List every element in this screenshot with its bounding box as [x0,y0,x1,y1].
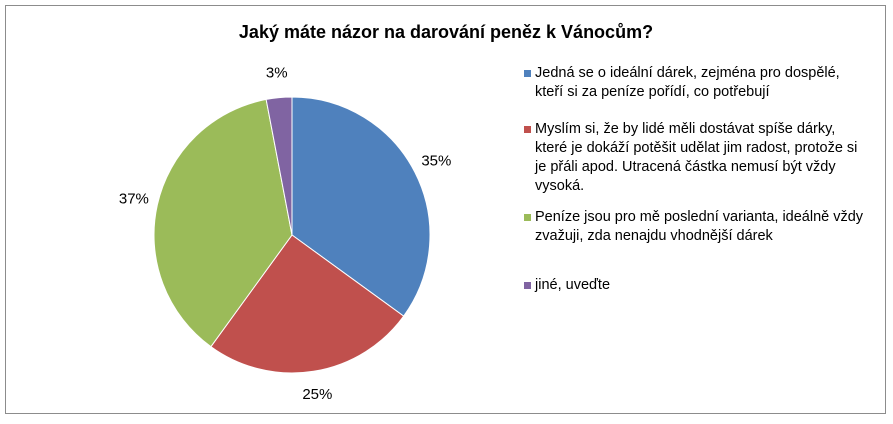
legend-entry: Jedná se o ideální dárek, zejména pro do… [524,64,869,102]
legend-entry: Myslím si, že by lidé měli dostávat spíš… [524,120,869,196]
data-label: 37% [119,191,149,208]
data-label: 35% [421,152,451,169]
legend-label: Jedná se o ideální dárek, zejména pro do… [535,65,840,100]
legend-label: Myslím si, že by lidé měli dostávat spíš… [535,121,858,194]
pie-slice [153,98,293,348]
legend-swatch [524,126,531,133]
legend-label: Peníze jsou pro mě poslední varianta, id… [535,209,864,244]
pie-slice [265,96,293,236]
legend-swatch [524,70,531,77]
legend-swatch [524,282,531,289]
pie-slice [291,96,431,317]
chart-border [5,5,886,414]
chart-title: Jaký máte názor na darování peněz k Váno… [239,22,653,42]
legend-swatch [524,214,531,221]
data-label: 3% [266,65,288,82]
legend-entry: Peníze jsou pro mě poslední varianta, id… [524,208,869,246]
data-label: 25% [302,386,332,403]
legend-entry: jiné, uveďte [524,276,869,295]
legend-label: jiné, uveďte [535,277,611,293]
legend: Jedná se o ideální dárek, zejména pro do… [524,64,869,295]
pie-slice [210,234,405,374]
